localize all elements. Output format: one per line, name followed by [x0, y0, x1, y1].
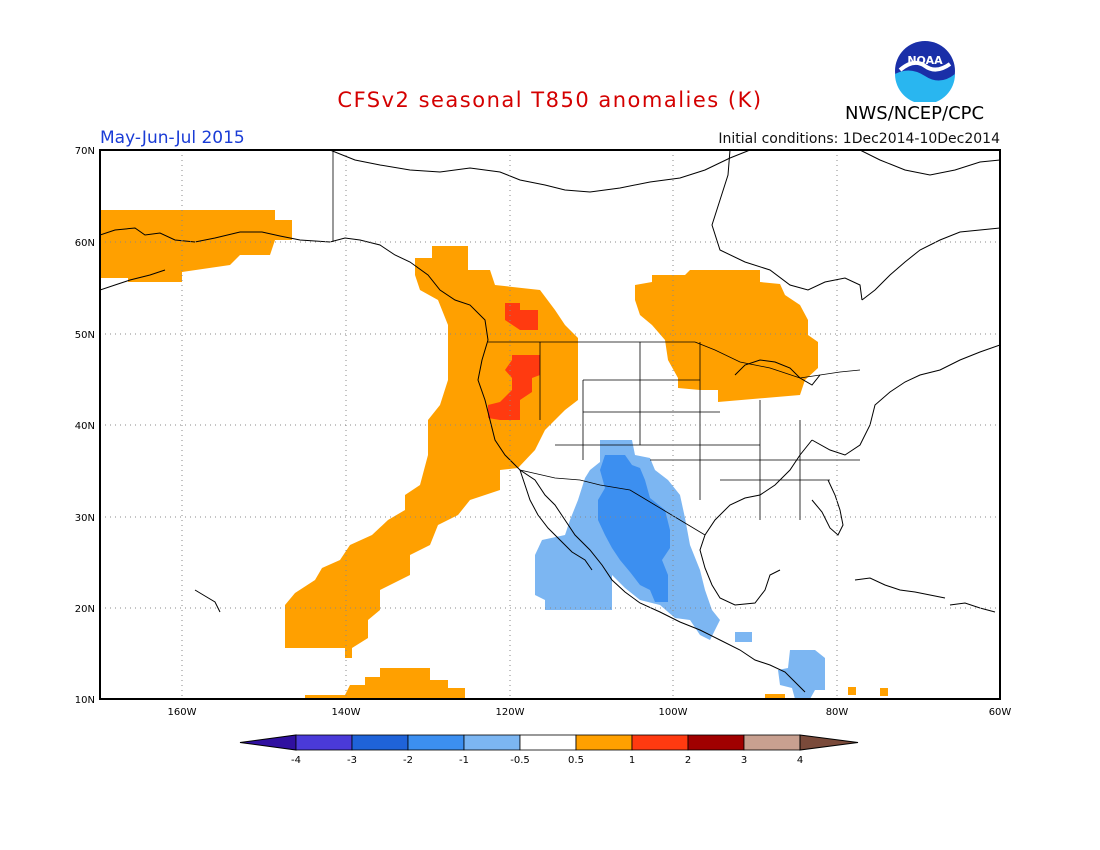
colorbar-swatch	[743, 734, 801, 751]
map-frame	[99, 149, 1001, 700]
colorbar-tick-label: -4	[291, 755, 301, 766]
hispaniola	[949, 602, 996, 613]
lon-axis: 160W 140W 120W 100W 80W 60W	[168, 707, 1012, 718]
colorbar-tick-label: 0.5	[568, 755, 584, 766]
colorbar-tick-label: -2	[403, 755, 413, 766]
arctic-coast	[329, 150, 751, 193]
lat-label: 10N	[75, 695, 95, 706]
florida	[811, 479, 844, 536]
lon-label: 80W	[826, 707, 849, 718]
initial-conditions: Initial conditions: 1Dec2014-10Dec2014	[718, 131, 1000, 147]
baja-coast	[519, 469, 593, 571]
anomaly-layer	[100, 210, 888, 699]
political-borders	[332, 150, 861, 536]
noaa-logo: NOAA	[895, 41, 955, 102]
colorbar-tick-label: 1	[629, 755, 635, 766]
colorbar: -4 -3 -2 -1 -0.5 0.5 1 2 3 4	[239, 734, 859, 766]
labrador	[861, 227, 1000, 301]
lat-label: 20N	[75, 604, 95, 615]
lat-label: 70N	[75, 146, 95, 157]
warm-anomaly-caribbean-3	[880, 688, 888, 696]
lat-label: 60N	[75, 238, 95, 249]
warm-anomaly-caribbean-2	[848, 687, 856, 695]
colorbar-swatch	[407, 734, 465, 751]
colorbar-tick-label: 2	[685, 755, 691, 766]
greenland	[859, 150, 1000, 176]
colorbar-swatch	[687, 734, 745, 751]
warm-anomaly-alaska	[100, 210, 292, 282]
cool-anomaly-central-america-1	[735, 632, 752, 642]
agency-label: NWS/NCEP/CPC	[845, 103, 985, 124]
cuba	[854, 577, 946, 599]
hudson-bay	[711, 150, 863, 301]
cool-anomaly-mexico-core	[598, 455, 670, 602]
warm-anomaly-west-coast	[285, 246, 578, 658]
colorbar-swatch	[575, 734, 633, 751]
colorbar-swatch	[295, 734, 353, 751]
colorbar-tick-label: 3	[741, 755, 747, 766]
colorbar-tick-label: -3	[347, 755, 357, 766]
warm-anomaly-core-south	[488, 355, 540, 420]
great-lakes	[734, 359, 821, 386]
lon-label: 120W	[496, 707, 525, 718]
lon-label: 100W	[659, 707, 688, 718]
coastlines	[100, 150, 1000, 693]
cool-anomaly-central-america-2	[778, 650, 825, 699]
warm-anomaly-core-north	[505, 303, 538, 330]
warm-anomaly-caribbean-1	[765, 694, 785, 699]
aleutians	[100, 269, 166, 291]
lat-label: 50N	[75, 330, 95, 341]
lat-axis: 70N 60N 50N 40N 30N 20N 10N	[75, 146, 95, 706]
graticule	[100, 150, 1000, 699]
logo-text: NOAA	[907, 54, 943, 67]
lon-label: 140W	[332, 707, 361, 718]
colorbar-arrow-low	[239, 734, 297, 751]
forecast-period: May-Jun-Jul 2015	[100, 128, 245, 148]
lat-label: 40N	[75, 421, 95, 432]
colorbar-tick-label: 4	[797, 755, 803, 766]
colorbar-swatch	[351, 734, 409, 751]
us-canada-border-east	[694, 341, 861, 379]
colorbar-swatch	[463, 734, 521, 751]
warm-anomaly-great-lakes	[635, 270, 818, 402]
warm-anomaly-pacific-south	[305, 668, 465, 699]
gulf-coast	[699, 439, 813, 606]
colorbar-tick-label: -1	[459, 755, 469, 766]
lon-label: 160W	[168, 707, 197, 718]
colorbar-tick-label: -0.5	[510, 755, 530, 766]
lon-label: 60W	[989, 707, 1012, 718]
hawaii	[194, 589, 221, 613]
east-coast	[811, 344, 1000, 456]
lat-label: 30N	[75, 513, 95, 524]
colorbar-swatch	[631, 734, 689, 751]
colorbar-arrow-high	[799, 734, 859, 751]
colorbar-swatch	[519, 734, 577, 751]
alaska-coast	[100, 227, 806, 693]
map-title: CFSv2 seasonal T850 anomalies (K)	[337, 88, 763, 112]
